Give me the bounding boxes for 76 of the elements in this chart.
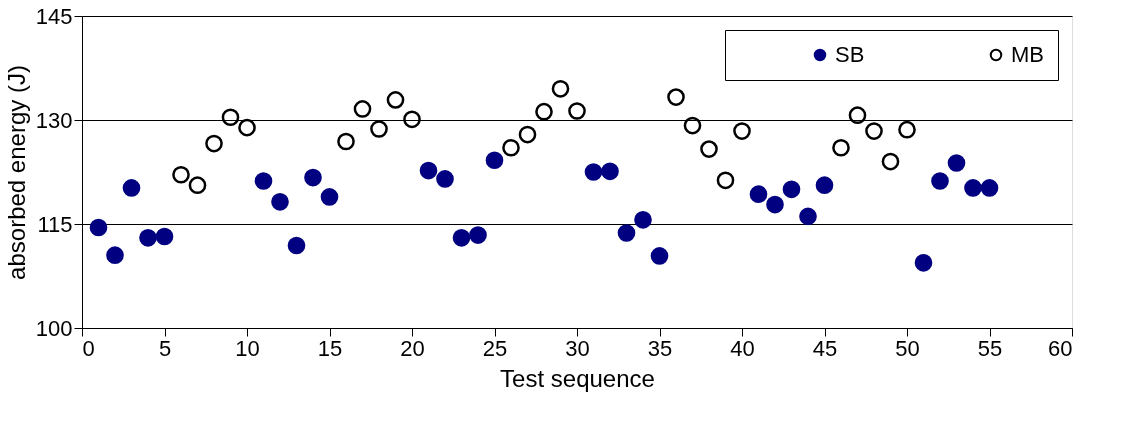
point [469, 226, 487, 244]
legend-label: MB [1011, 42, 1044, 67]
point [485, 151, 504, 170]
point [650, 247, 669, 265]
point [914, 254, 933, 272]
point [683, 116, 702, 135]
point [980, 179, 999, 197]
x-tick-label: 60 [1048, 335, 1073, 361]
point [733, 122, 751, 140]
x-tick-label: 20 [400, 335, 425, 361]
legend-label: SB [835, 42, 865, 67]
point [931, 172, 949, 190]
x-tick-label: 10 [235, 335, 260, 361]
point [353, 100, 372, 118]
point [452, 229, 471, 247]
x-tick-label: 45 [812, 335, 838, 361]
point [403, 110, 421, 129]
point [139, 229, 157, 247]
point [205, 134, 223, 153]
point [766, 195, 784, 214]
point [865, 122, 883, 140]
point [287, 236, 306, 255]
point [815, 176, 834, 194]
x-tick-label: 40 [730, 335, 755, 361]
x-axis-title: Test sequence [500, 364, 655, 392]
point [551, 79, 570, 98]
x-tick-label: 15 [317, 335, 343, 361]
point [667, 88, 685, 106]
point [122, 179, 141, 197]
point [568, 102, 586, 120]
x-tick-label: 0 [82, 335, 95, 361]
point [221, 108, 240, 127]
point [634, 211, 652, 229]
point [304, 168, 322, 187]
y-tick-label: 145 [35, 3, 73, 29]
point [106, 246, 124, 265]
point [535, 102, 553, 121]
point [964, 179, 982, 197]
point [419, 161, 438, 180]
point [518, 125, 537, 144]
point [749, 185, 768, 203]
x-tick-label: 30 [565, 335, 590, 361]
x-tick-label: 50 [895, 335, 920, 361]
point [436, 170, 454, 188]
point [254, 172, 273, 190]
point [848, 106, 867, 124]
point [832, 138, 850, 157]
point [947, 154, 966, 172]
y-tick-label: 130 [35, 107, 73, 133]
x-tick-label: 55 [977, 335, 1003, 361]
point [155, 227, 174, 246]
point [370, 120, 388, 138]
point [320, 188, 339, 206]
point [617, 224, 636, 242]
point [172, 165, 190, 184]
point [799, 207, 817, 226]
point [271, 193, 289, 211]
y-tick-label: 100 [35, 315, 73, 341]
point [601, 162, 619, 181]
point [782, 180, 801, 199]
x-tick-label: 5 [158, 335, 172, 361]
point [238, 118, 256, 137]
x-tick-label: 35 [647, 335, 673, 361]
y-tick-label: 115 [37, 211, 73, 237]
point [898, 120, 916, 139]
point [337, 132, 355, 151]
point [700, 140, 718, 158]
point [584, 163, 603, 181]
point [881, 152, 900, 171]
point [716, 171, 735, 190]
point [502, 138, 520, 157]
point [386, 91, 405, 109]
x-tick-label: 25 [482, 335, 508, 361]
y-axis-title: absorbed energy (J) [2, 65, 30, 280]
point [188, 176, 207, 194]
point [89, 218, 108, 237]
